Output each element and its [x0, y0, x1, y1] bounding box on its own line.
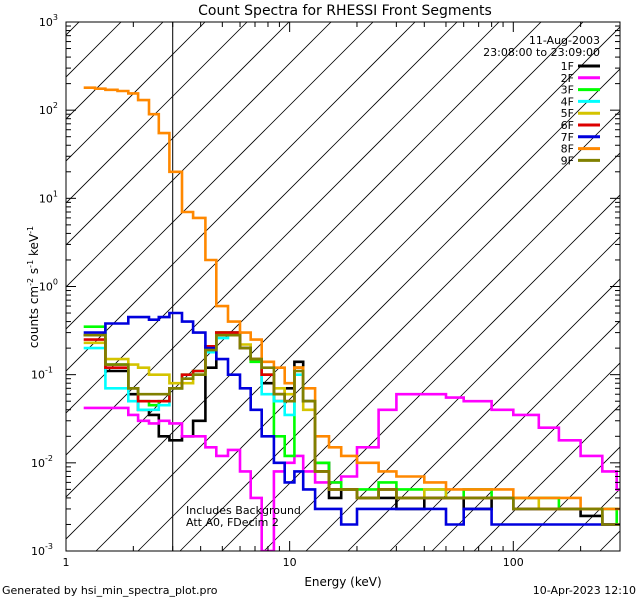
legend-label: 4F: [561, 95, 574, 108]
x-tick-label: 10: [283, 556, 297, 569]
chart-title: Count Spectra for RHESSI Front Segments: [198, 3, 492, 19]
hatch-line: [66, 22, 248, 204]
hatch-line: [221, 152, 620, 551]
y-tick-label: 100: [39, 278, 58, 294]
y-axis-label: counts cm-2 s-1 keV-1: [26, 226, 41, 348]
y-tick-label: 10-3: [31, 542, 53, 558]
hatch-line: [389, 320, 620, 551]
hatch-line: [347, 278, 620, 551]
legend-label: 2F: [561, 72, 574, 85]
hatch-line: [66, 22, 458, 414]
legend-label: 6F: [561, 119, 574, 132]
legend-label: 3F: [561, 84, 574, 97]
series-line-2F: [83, 392, 620, 551]
x-axis-label: Energy (keV): [304, 575, 381, 589]
hatch-line: [473, 404, 620, 551]
series-line-8F: [83, 86, 620, 511]
hatch-line: [305, 236, 620, 551]
legend-label: 5F: [561, 107, 574, 120]
series-line-9F: [83, 333, 620, 526]
hatch-line: [66, 22, 290, 246]
hatch-line: [66, 22, 584, 540]
hatch-line: [179, 110, 620, 551]
annotation-attenuator: Att A0, FDecim 2: [186, 516, 279, 529]
hatch-line: [95, 26, 620, 551]
x-tick-label: 100: [503, 556, 524, 569]
hatch-line: [66, 22, 542, 498]
footer-generated-by: Generated by hsi_min_spectra_plot.pro: [2, 584, 218, 597]
x-axis: 1 10 100: [63, 22, 621, 569]
y-tick-label: 101: [39, 189, 58, 205]
annotation-background: Includes Background: [186, 504, 301, 517]
footer-timestamp: 10-Apr-2023 12:10: [533, 584, 636, 597]
legend-label: 1F: [561, 60, 574, 73]
hatch-line: [66, 22, 332, 288]
y-tick-label: 103: [39, 13, 58, 29]
hatch-line: [66, 22, 500, 456]
hatch-line: [515, 446, 620, 551]
legend-label: 9F: [561, 154, 574, 167]
y-axis: 10-3 10-2 10-1 100 101 102 103: [31, 13, 620, 558]
hatch-line: [66, 22, 416, 372]
hatch-line: [66, 22, 374, 330]
x-tick-label: 1: [63, 556, 70, 569]
legend-label: 8F: [561, 143, 574, 156]
series-line-7F: [83, 311, 620, 526]
date-label: 11-Aug-2003: [529, 34, 600, 47]
y-tick-label: 10-1: [31, 366, 53, 382]
y-tick-label: 102: [39, 101, 58, 117]
hatch-line: [263, 194, 620, 551]
hatched-region: [66, 22, 620, 551]
time-range-label: 23:08:00 to 23:09:00: [483, 46, 600, 59]
hatch-line: [66, 22, 206, 162]
hatch-line: [431, 362, 620, 551]
legend-label: 7F: [561, 131, 574, 144]
hatch-line: [66, 22, 122, 78]
series-lines: [83, 86, 620, 551]
y-tick-label: 10-2: [31, 454, 53, 470]
hatch-line: [66, 22, 164, 120]
